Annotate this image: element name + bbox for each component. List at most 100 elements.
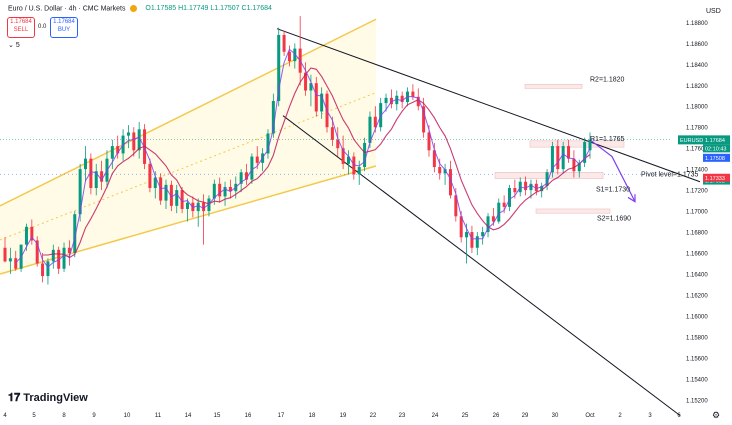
candle-body [3,247,7,262]
x-tick-label: 10 [124,413,131,419]
candle-body [8,258,12,262]
x-tick-label: 2 [618,413,622,419]
x-tick-label: 22 [370,413,377,419]
x-tick-label: 23 [399,413,406,419]
y-tick-label: 1.16400 [686,272,708,278]
candle-body [507,188,511,207]
sell-button[interactable]: 1.17684 SELL [7,17,35,38]
y-tick-label: 1.17800 [686,126,708,132]
candle-body [314,83,318,112]
price-label-current: 1.17684 [705,138,725,144]
candle-body [228,186,232,192]
candle-body [41,263,45,277]
candle-body [73,214,77,254]
channel-upper-line [0,18,377,207]
wedge-upper-line [276,28,701,183]
y-tick-label: 1.18800 [686,21,708,27]
candle-body [427,132,431,151]
moving-average-fast [15,48,591,268]
candle-body [175,190,179,206]
candle-body [320,93,324,112]
x-tick-label: 15 [214,413,221,419]
candle-body [529,183,533,191]
candle-body [57,249,61,269]
buy-price: 1.17684 [53,19,75,25]
candle-body [169,184,173,206]
wedge-lower-line [282,115,681,416]
y-tick-label: 1.16200 [686,293,708,299]
price-label-symbol: EURUSD [680,138,703,144]
candle-body [132,132,136,151]
candle-body [524,181,528,191]
candle-body [180,190,184,209]
candle-body [400,95,404,103]
y-tick-label: 1.18200 [686,84,708,90]
candle-body [100,171,104,182]
y-tick-label: 1.17000 [686,210,708,216]
candle-body [470,232,474,248]
candle-body [346,156,350,164]
channel-fill [0,19,376,274]
price-label-box [703,173,730,182]
level-annotation: S2=1.1690 [597,216,631,223]
level-annotation: R2=1.1820 [590,76,625,83]
x-tick-label: 29 [522,413,529,419]
candle-body [24,226,28,245]
y-tick-label: 1.17400 [686,168,708,174]
candle-body [266,133,270,154]
y-tick-label: 1.16600 [686,252,708,258]
candle-body [212,183,216,199]
candle-body [84,158,88,170]
x-tick-label: 16 [245,413,252,419]
candle-body [218,183,222,197]
candle-body [465,232,469,238]
candle-body [481,232,485,237]
interval-label[interactable]: ⌄ 5 [8,42,20,49]
candle-body [196,202,200,212]
x-tick-label: 3 [648,413,652,419]
candle-body [30,226,34,241]
price-label-value: 1.17508 [705,156,725,162]
y-tick-label: 1.18400 [686,63,708,69]
level-annotation: Pivot level=1.1735 [641,171,699,178]
candle-body [148,163,152,189]
buy-button[interactable]: 1.17684 BUY [50,17,78,38]
tradingview-logo[interactable]: 𝟏𝟕 TradingView [8,392,88,405]
candle-body [271,101,275,134]
candle-body [239,172,243,184]
candle-body [293,48,297,62]
projection-arrow-line [589,139,636,202]
candle-body [373,116,377,128]
candle-body [363,142,367,168]
candle-body [384,97,388,104]
settings-gear-icon[interactable]: ⚙ [712,410,721,420]
x-tick-label: 4 [3,413,7,419]
candle-body [250,156,254,180]
candle-body [94,171,98,189]
candle-body [287,51,291,62]
sell-price: 1.17684 [10,19,32,25]
candle-body [116,146,120,154]
x-tick-label: 18 [309,413,316,419]
currency-label[interactable]: USD [706,8,721,15]
candle-body [202,202,206,212]
candle-body [341,148,345,164]
candle-body [416,96,420,107]
candle-body [513,188,517,193]
y-tick-label: 1.15400 [686,377,708,383]
spread-value: 0.0 [38,24,47,30]
tradingview-mark-icon: 𝟏𝟕 [8,392,21,404]
candle-body [46,261,50,277]
x-tick-label: Oct [585,413,595,419]
candle-body [443,169,447,174]
candle-body [51,249,55,262]
candle-body [459,216,463,238]
candle-body [502,202,506,207]
y-tick-label: 1.15200 [686,398,708,404]
candle-body [245,172,249,180]
sell-label: SELL [13,27,29,33]
candle-body [545,172,549,186]
candle-body [432,150,436,168]
y-tick-label: 1.15600 [686,356,708,362]
